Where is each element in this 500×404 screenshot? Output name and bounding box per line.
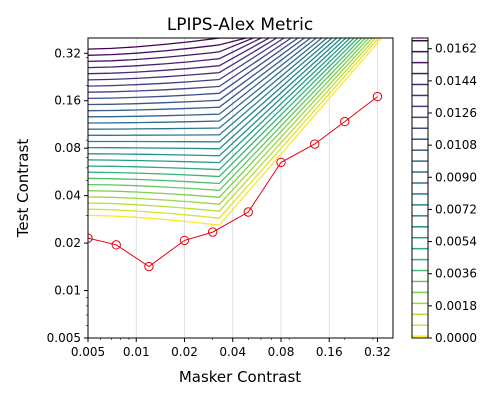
threshold-point — [310, 139, 320, 149]
contour-line — [88, 38, 241, 50]
colorbar-tick-label: 0.0126 — [435, 106, 477, 120]
contour-line — [88, 38, 363, 185]
colorbar-tick-label: 0.0000 — [435, 331, 477, 345]
contour-line — [88, 38, 380, 219]
contour-line — [88, 38, 254, 63]
colorbar-tick-label: 0.0144 — [435, 74, 477, 88]
contour-lines — [88, 38, 383, 226]
y-tick-label: 0.04 — [54, 189, 81, 203]
x-tick-label: 0.32 — [364, 345, 391, 359]
x-tick-label: 0.02 — [171, 345, 198, 359]
contour-line — [88, 38, 328, 130]
threshold-point — [276, 157, 286, 168]
colorbar-frame — [411, 37, 429, 339]
contour-line — [88, 38, 373, 205]
contour-line — [88, 38, 247, 56]
contour-line — [88, 38, 278, 81]
y-tick-label: 0.08 — [54, 141, 81, 155]
colorbar-tick-label: 0.0108 — [435, 138, 477, 152]
colorbar-tick-label: 0.0054 — [435, 235, 477, 249]
x-tick-label: 0.04 — [219, 345, 246, 359]
threshold-line — [88, 96, 378, 268]
x-axis-label: Masker Contrast — [179, 368, 301, 386]
threshold-point — [340, 116, 350, 127]
contour-line — [88, 38, 347, 157]
x-tick-label: 0.005 — [71, 345, 105, 359]
x-tick-label: 0.01 — [123, 345, 150, 359]
threshold-point — [243, 207, 253, 217]
y-tick-label: 0.16 — [54, 94, 81, 108]
colorbar: 0.0000 0.0018 0.0036 0.0054 0.0072 0.0090 0.01… — [411, 37, 477, 345]
colorbar-tick-label: 0.0090 — [435, 170, 477, 184]
contour-line — [88, 38, 355, 171]
contour-line — [88, 38, 370, 198]
y-axis: 0.005 0.01 0.02 0.04 0.08 0.16 0.32 — [47, 46, 88, 345]
contour-line — [88, 38, 262, 69]
x-axis: 0.005 0.01 0.02 0.04 0.08 0.16 0.32 — [71, 338, 391, 359]
chart-title: LPIPS-Alex Metric — [167, 15, 313, 35]
y-tick-label: 0.02 — [54, 236, 81, 250]
contour-line — [88, 38, 359, 178]
contour-line — [88, 38, 323, 124]
threshold-point — [208, 227, 218, 237]
contour-line — [88, 38, 333, 136]
y-tick-label: 0.01 — [54, 284, 81, 298]
colorbar-tick-label: 0.0162 — [435, 42, 477, 56]
contour-line — [88, 38, 366, 192]
colorbar-tick-label: 0.0072 — [435, 202, 477, 216]
x-tick-label: 0.08 — [268, 345, 295, 359]
y-tick-label: 0.005 — [47, 331, 81, 345]
x-tick-label: 0.16 — [316, 345, 343, 359]
contour-line — [88, 38, 311, 112]
threshold-point — [372, 91, 383, 102]
contour-line — [88, 38, 285, 87]
contour-line — [88, 38, 342, 150]
contour-line — [88, 38, 376, 212]
contour-line — [88, 38, 270, 75]
threshold-series — [88, 91, 383, 272]
threshold-point — [111, 240, 121, 250]
colorbar-tick-label: 0.0036 — [435, 267, 477, 281]
contour-line — [88, 38, 338, 143]
threshold-point — [179, 235, 190, 246]
contour-line — [88, 38, 292, 93]
colorbar-tick-label: 0.0018 — [435, 299, 477, 313]
contour-line — [88, 38, 351, 164]
plot-frame — [87, 37, 394, 339]
y-tick-label: 0.32 — [54, 46, 81, 60]
threshold-point — [144, 261, 154, 272]
contour-line — [88, 38, 317, 118]
contour-line — [88, 38, 383, 226]
contour-line — [88, 38, 305, 106]
contour-line — [88, 38, 299, 100]
y-axis-label: Test Contrast — [14, 139, 32, 239]
